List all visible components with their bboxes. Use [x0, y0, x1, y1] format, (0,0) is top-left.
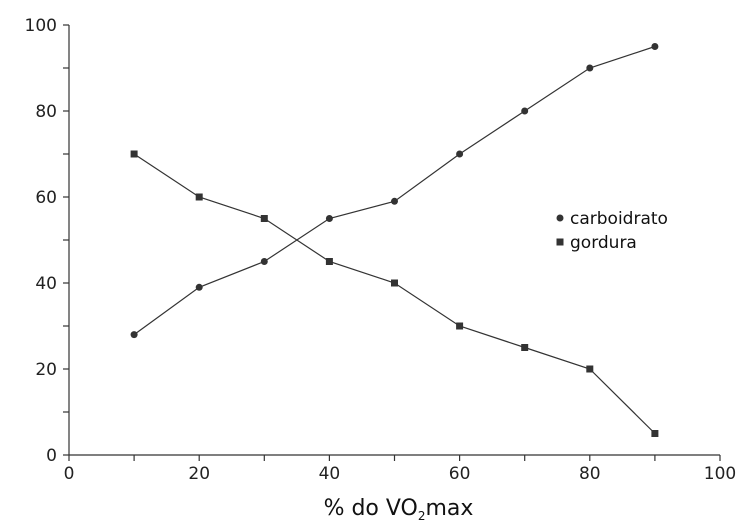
y-tick-label: 0	[46, 446, 57, 466]
y-tick-label: 40	[35, 274, 57, 294]
series-line-gordura	[133, 153, 656, 434]
x-tick-label: 40	[319, 464, 341, 484]
legend-label-carboidrato: carboidrato	[570, 209, 668, 229]
data-point-carboidrato	[456, 150, 464, 158]
x-tick-label: 100	[704, 464, 736, 484]
x-tick-label: 80	[579, 464, 601, 484]
data-point-gordura	[260, 215, 268, 222]
x-tick-label: 20	[188, 464, 210, 484]
series-line-carboidrato	[133, 45, 656, 336]
x-axis-title-main: % do VO	[324, 496, 418, 521]
legend-marker-gordura	[556, 238, 564, 246]
data-point-gordura	[586, 365, 594, 373]
data-point-carboidrato	[521, 107, 529, 115]
data-point-gordura	[456, 322, 464, 330]
data-point-gordura	[325, 258, 333, 265]
data-point-carboidrato	[130, 331, 138, 339]
axes: 0 20 40 60 80 100 0 20 40 60 80 100	[25, 16, 737, 484]
data-point-gordura	[195, 193, 203, 201]
x-axis-title-tail: max	[426, 496, 474, 521]
x-axis-title: % do VO2max	[324, 496, 474, 523]
y-tick-label: 80	[35, 102, 57, 122]
y-tick-label: 100	[25, 16, 57, 36]
y-tick-label: 60	[35, 188, 57, 208]
series-gordura	[130, 150, 659, 437]
series-layer	[130, 43, 659, 437]
x-axis-title-subscript: 2	[418, 509, 426, 523]
data-point-gordura	[651, 430, 659, 437]
data-point-carboidrato	[195, 283, 203, 291]
data-point-carboidrato	[391, 197, 398, 205]
y-tick-label: 20	[35, 360, 57, 380]
x-tick-label: 60	[449, 464, 471, 484]
legend-label-gordura: gordura	[570, 233, 637, 253]
series-carboidrato	[130, 43, 659, 339]
legend: carboidrato gordura	[556, 209, 668, 253]
data-point-carboidrato	[260, 258, 268, 265]
x-tick-label: 0	[64, 464, 75, 484]
legend-marker-carboidrato	[556, 214, 564, 222]
data-point-carboidrato	[651, 43, 659, 50]
data-point-gordura	[521, 344, 529, 351]
data-point-gordura	[391, 279, 398, 287]
data-point-carboidrato	[325, 215, 333, 222]
data-point-carboidrato	[586, 64, 594, 72]
data-point-gordura	[130, 150, 138, 158]
